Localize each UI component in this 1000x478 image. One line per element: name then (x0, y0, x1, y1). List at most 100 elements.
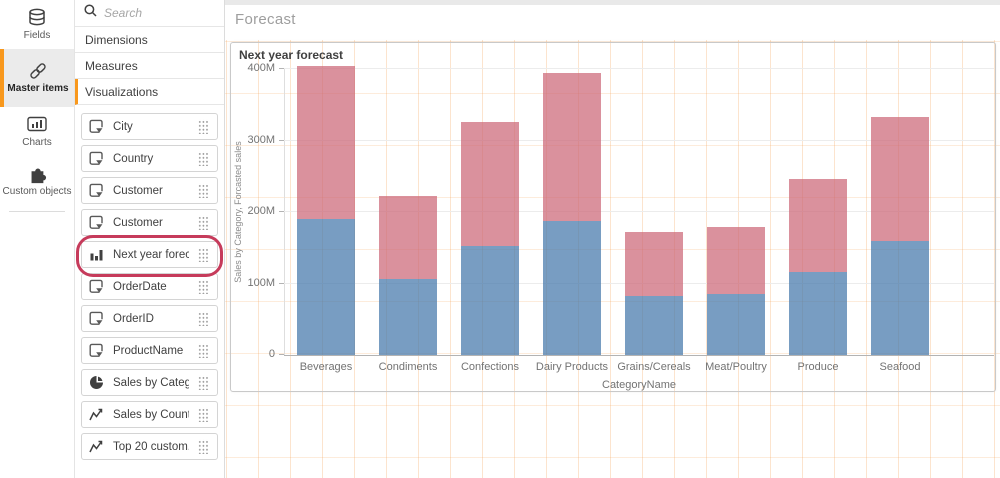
bar-segment-forcasted-sales[interactable] (543, 73, 601, 222)
stacked-bar-confections[interactable] (461, 121, 519, 355)
bar-segment-sales-by-category[interactable] (625, 295, 683, 355)
bar-segment-sales-by-category[interactable] (789, 272, 847, 355)
bar-segment-sales-by-category[interactable] (297, 219, 355, 355)
pie-icon (89, 375, 104, 390)
master-item-next-year-forec-[interactable]: Next year forec... (81, 241, 218, 268)
bar-segment-sales-by-category[interactable] (379, 279, 437, 355)
left-toolbar: Fields Master items Charts Custom object… (0, 0, 75, 478)
stacked-bar-condiments[interactable] (379, 196, 437, 355)
master-item-top-20-custom-[interactable]: Top 20 custom... (81, 433, 218, 460)
drag-handle-icon[interactable] (198, 375, 209, 390)
plot-area: CategoryName 0 100M 200M 300M 400M Beverages C… (247, 62, 994, 391)
bar-segment-sales-by-category[interactable] (543, 221, 601, 355)
stacked-bar-produce[interactable] (789, 179, 847, 355)
master-item-country[interactable]: Country (81, 145, 218, 172)
bar-segment-forcasted-sales[interactable] (379, 196, 437, 280)
stacked-bar-dairy-products[interactable] (543, 73, 601, 355)
sheet-title: Forecast (235, 11, 296, 28)
database-icon (2, 8, 72, 28)
dimension-icon (89, 215, 104, 230)
stacked-bar-meat-poultry[interactable] (707, 227, 765, 355)
bar-segment-forcasted-sales[interactable] (297, 65, 355, 220)
master-item-city[interactable]: City (81, 113, 218, 140)
master-item-productname[interactable]: ProductName (81, 337, 218, 364)
drag-handle-icon[interactable] (198, 247, 209, 262)
master-item-customer[interactable]: Customer (81, 177, 218, 204)
bar-segment-forcasted-sales[interactable] (707, 227, 765, 295)
bar-segment-forcasted-sales[interactable] (625, 232, 683, 296)
y-tick-label: 400M (247, 62, 275, 74)
master-item-label: Country (113, 152, 154, 165)
nav-custom-objects[interactable]: Custom objects (0, 156, 74, 205)
drag-handle-icon[interactable] (198, 439, 209, 454)
h-gridline (284, 211, 994, 212)
y-tick-label: 200M (247, 205, 275, 217)
y-tick (279, 139, 284, 141)
drag-handle-icon[interactable] (198, 279, 209, 294)
accordion-visualizations[interactable]: Visualizations (75, 79, 224, 105)
x-tick-label: Produce (797, 361, 839, 373)
y-tick-label: 0 (268, 348, 275, 360)
dimension-icon (89, 343, 104, 358)
drag-handle-icon[interactable] (198, 183, 209, 198)
nav-fields[interactable]: Fields (0, 0, 74, 49)
stacked-bar-grains-cereals[interactable] (625, 232, 683, 355)
y-tick-label: 100M (247, 276, 275, 289)
master-item-orderid[interactable]: OrderID (81, 305, 218, 332)
bar-segment-sales-by-category[interactable] (461, 246, 519, 355)
x-tick-label: Seafood (879, 361, 921, 373)
nav-divider (9, 211, 65, 212)
x-tick-label: Confections (460, 361, 520, 373)
dimension-icon (89, 279, 104, 294)
master-item-customer[interactable]: Customer (81, 209, 218, 236)
x-axis-title: CategoryName (602, 379, 676, 391)
search-icon (84, 4, 97, 22)
bar-segment-sales-by-category[interactable] (871, 241, 929, 355)
sheet-area: Forecast Next year forecast Sales by Cat… (225, 0, 1000, 478)
x-tick-label: Dairy Products (535, 361, 609, 373)
y-tick (279, 211, 284, 212)
master-item-sales-by-count-[interactable]: Sales by Count... (81, 401, 218, 428)
y-axis-line (284, 69, 285, 355)
master-item-label: Customer (113, 216, 163, 229)
accordion-measures[interactable]: Measures (75, 53, 224, 79)
h-gridline (284, 68, 994, 69)
master-item-label: City (113, 120, 133, 133)
master-item-label: ProductName (113, 344, 184, 357)
drag-handle-icon[interactable] (198, 311, 209, 326)
master-items-list: City Country Customer Customer Next year for… (75, 105, 224, 460)
drag-handle-icon[interactable] (198, 151, 209, 166)
master-item-label: Sales by Categ... (113, 376, 189, 389)
x-axis-line (284, 355, 994, 356)
nav-charts[interactable]: Charts (0, 107, 74, 156)
y-tick-label: 300M (247, 133, 275, 146)
nav-master-items[interactable]: Master items (0, 49, 74, 107)
master-item-sales-by-categ-[interactable]: Sales by Categ... (81, 369, 218, 396)
nav-fields-label: Fields (23, 30, 51, 41)
stacked-bar-seafood[interactable] (871, 116, 929, 355)
dimension-icon (89, 311, 104, 326)
nav-custom-objects-label: Custom objects (2, 186, 72, 197)
dimension-icon (89, 119, 104, 134)
forecast-chart-object[interactable]: Next year forecast Sales by Category, Fo… (230, 42, 996, 392)
drag-handle-icon[interactable] (198, 407, 209, 422)
master-item-label: Top 20 custom... (113, 440, 189, 453)
drag-handle-icon[interactable] (198, 119, 209, 134)
bar-segment-forcasted-sales[interactable] (789, 179, 847, 273)
stacked-bar-beverages[interactable] (297, 65, 355, 355)
bar-segment-forcasted-sales[interactable] (461, 121, 519, 247)
dimension-icon (89, 183, 104, 198)
accordion-dimensions[interactable]: Dimensions (75, 27, 224, 53)
master-item-orderdate[interactable]: OrderDate (81, 273, 218, 300)
assets-panel: Dimensions Measures Visualizations CityC… (75, 0, 225, 478)
linechart-icon (89, 439, 104, 454)
search-input[interactable] (104, 6, 215, 20)
drag-handle-icon[interactable] (198, 215, 209, 230)
drag-handle-icon[interactable] (198, 343, 209, 358)
bar-segment-forcasted-sales[interactable] (871, 116, 929, 242)
search-bar[interactable] (75, 0, 224, 27)
y-tick (279, 282, 284, 284)
master-item-label: Next year forec... (113, 248, 189, 261)
y-tick (279, 354, 284, 355)
bar-segment-sales-by-category[interactable] (707, 294, 765, 355)
